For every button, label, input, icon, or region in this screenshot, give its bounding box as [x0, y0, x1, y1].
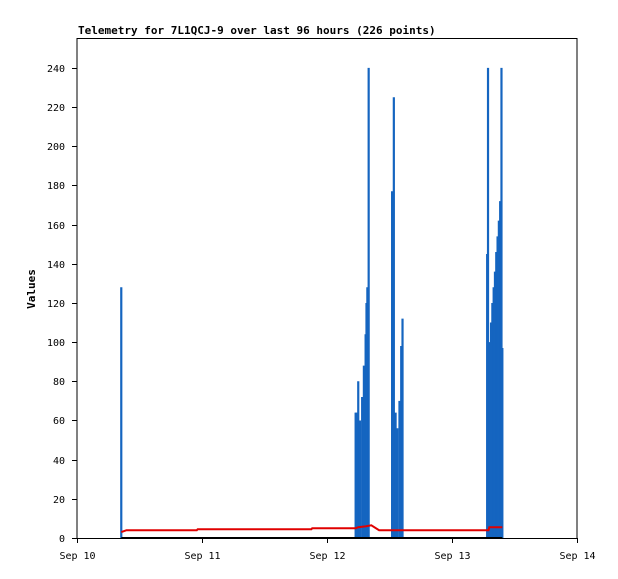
y-tick-label: 100 [47, 338, 65, 349]
x-tick-label: Sep 13 [434, 551, 470, 562]
series-1-line [120, 524, 503, 534]
y-tick-label: 20 [53, 495, 65, 506]
y-tick-label: 80 [53, 377, 65, 388]
y-tick-label: 140 [47, 260, 65, 271]
axes-layer: 0 20 40 60 80 100 120 140 160 180 200 220 240 Sep 10 S… [47, 64, 596, 562]
y-tick-label: 240 [47, 64, 65, 75]
y-tick-label: 200 [47, 142, 65, 153]
chart-title: Telemetry for 7L1QCJ-9 over last 96 hour… [78, 24, 436, 37]
y-tick-label: 0 [59, 534, 65, 545]
y-tick-label: 160 [47, 221, 65, 232]
x-tick-label: Sep 11 [184, 551, 220, 562]
y-tick-label: 220 [47, 103, 65, 114]
x-tick-label: Sep 14 [559, 551, 595, 562]
y-tick-label: 60 [53, 416, 65, 427]
y-tick-label: 40 [53, 456, 65, 467]
x-tick-label: Sep 12 [309, 551, 345, 562]
series-layer [120, 67, 504, 539]
y-tick-label: 180 [47, 181, 65, 192]
x-tick-label: Sep 10 [59, 551, 95, 562]
y-axis-title: Values [25, 269, 38, 309]
y-tick-label: 120 [47, 299, 65, 310]
